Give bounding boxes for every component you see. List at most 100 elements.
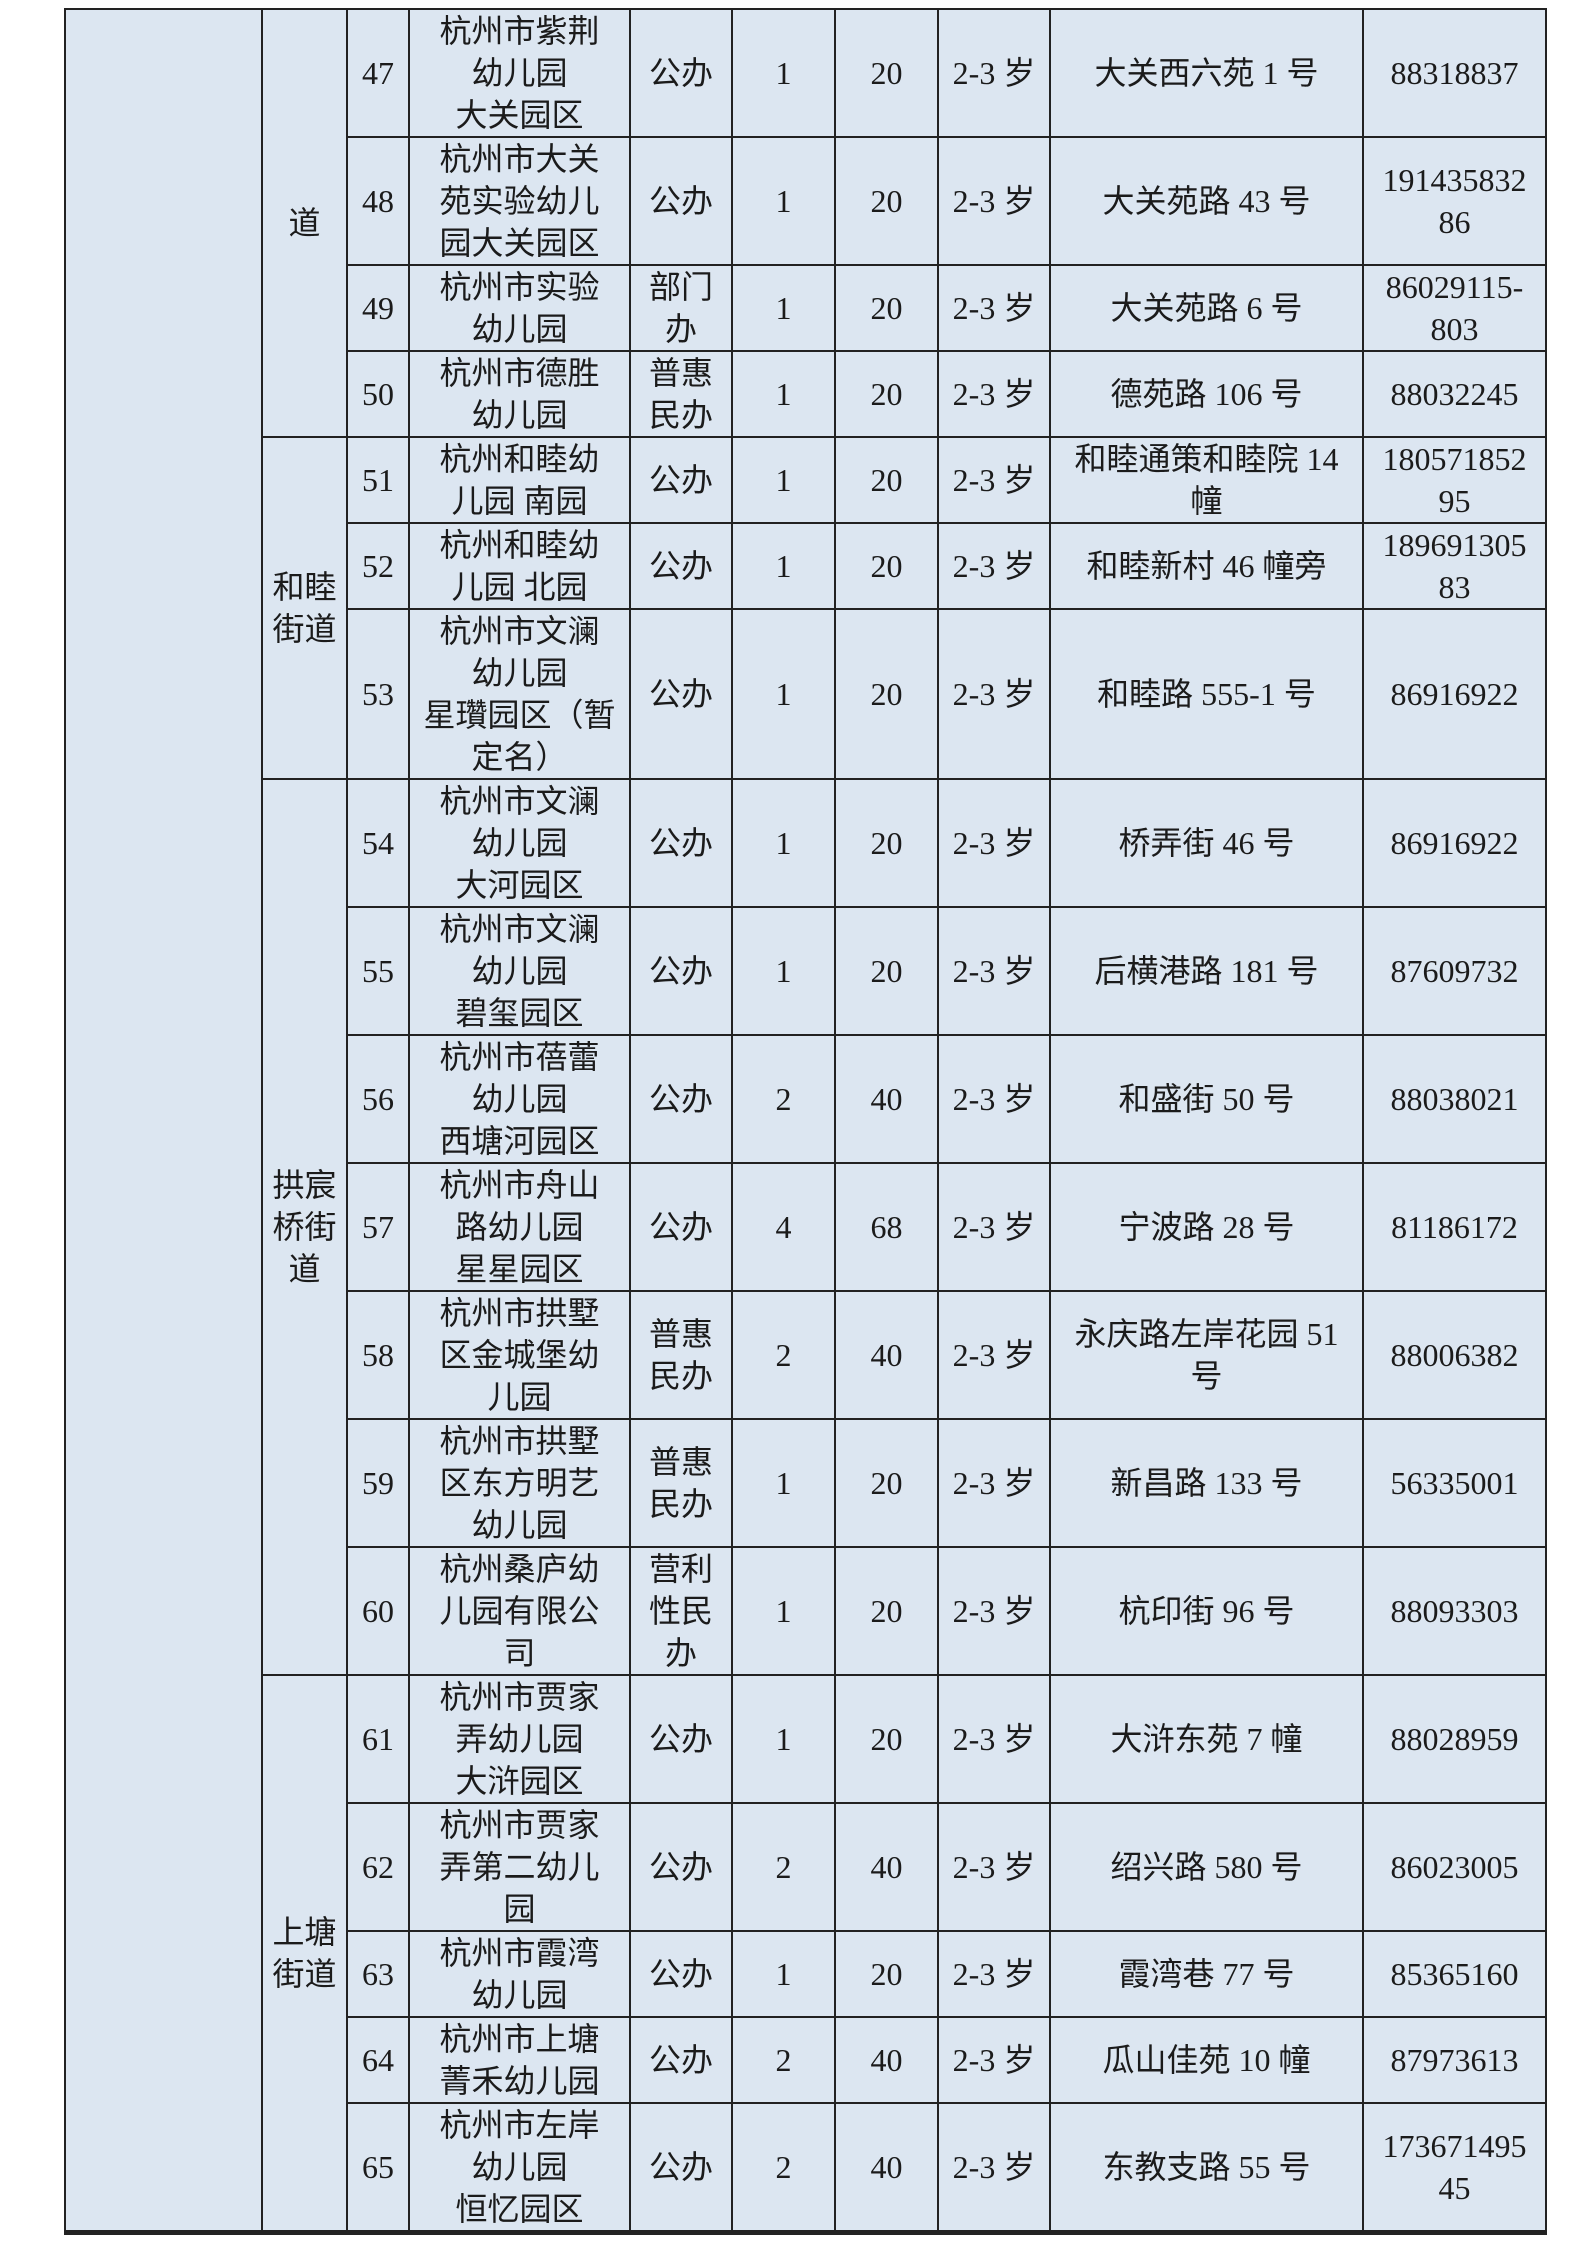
address-cell: 桥弄街 46 号: [1049, 778, 1364, 908]
ownership-type-cell: 公办: [629, 436, 733, 524]
class-count-cell: 1: [731, 8, 836, 138]
table-row: 52 杭州和睦幼 儿园 北园 公办 1 20 2-3 岁和睦新村 46 幢旁 1896913…: [65, 522, 1547, 610]
phone-cell: 86916922: [1362, 608, 1547, 780]
class-count-cell: 1: [731, 264, 836, 352]
table-row: 50 杭州市德胜 幼儿园 普惠 民办 1 20 2-3 岁德苑路 106 号 8803224…: [65, 350, 1547, 438]
ownership-type-cell: 部门 办: [629, 264, 733, 352]
table-row: 63 杭州市霞湾 幼儿园 公办 1 20 2-3 岁霞湾巷 77 号 85365160: [65, 1930, 1547, 2018]
row-number-cell: 48: [346, 136, 410, 266]
row-number-cell: 49: [346, 264, 410, 352]
phone-cell: 191435832 86: [1362, 136, 1547, 266]
ownership-type-cell: 公办: [629, 1930, 733, 2018]
class-count-cell: 1: [731, 522, 836, 610]
kindergarten-name-cell: 杭州市大关 苑实验幼儿 园大关园区: [408, 136, 631, 266]
address-cell: 后横港路 181 号: [1049, 906, 1364, 1036]
address-cell: 宁波路 28 号: [1049, 1162, 1364, 1292]
kindergarten-name-cell: 杭州市文澜 幼儿园 碧玺园区: [408, 906, 631, 1036]
ownership-type-cell: 公办: [629, 2102, 733, 2234]
address-cell: 大关苑路 6 号: [1049, 264, 1364, 352]
address-cell: 大浒东苑 7 幢: [1049, 1674, 1364, 1804]
row-number-cell: 64: [346, 2016, 410, 2104]
class-count-cell: 1: [731, 1674, 836, 1804]
age-range-cell: 2-3 岁: [937, 906, 1051, 1036]
capacity-cell: 20: [834, 350, 939, 438]
roster-table-body: 道 47 杭州市紫荆 幼儿园 大关园区 公办 1 20 2-3 岁大关西六苑 1 号 8831…: [64, 8, 1547, 2234]
address-cell: 和睦新村 46 幢旁: [1049, 522, 1364, 610]
row-number-cell: 47: [346, 8, 410, 138]
kindergarten-name-cell: 杭州市上塘 菁禾幼儿园: [408, 2016, 631, 2104]
capacity-cell: 40: [834, 2016, 939, 2104]
kindergarten-name-cell: 杭州市实验 幼儿园: [408, 264, 631, 352]
phone-cell: 88093303: [1362, 1546, 1547, 1676]
class-count-cell: 2: [731, 2102, 836, 2234]
age-range-cell: 2-3 岁: [937, 1802, 1051, 1932]
kindergarten-roster-table: 道 47 杭州市紫荆 幼儿园 大关园区 公办 1 20 2-3 岁大关西六苑 1 号 8831…: [64, 8, 1547, 2235]
age-range-cell: 2-3 岁: [937, 264, 1051, 352]
class-count-cell: 1: [731, 608, 836, 780]
kindergarten-name-cell: 杭州和睦幼 儿园 南园: [408, 436, 631, 524]
capacity-cell: 20: [834, 1674, 939, 1804]
capacity-cell: 20: [834, 8, 939, 138]
capacity-cell: 40: [834, 2102, 939, 2234]
row-number-cell: 59: [346, 1418, 410, 1548]
age-range-cell: 2-3 岁: [937, 2016, 1051, 2104]
class-count-cell: 1: [731, 436, 836, 524]
age-range-cell: 2-3 岁: [937, 436, 1051, 524]
table-row: 53 杭州市文澜 幼儿园 星瓚园区（暂 定名） 公办 1 20 2-3 岁和睦路 555-…: [65, 608, 1547, 780]
address-cell: 杭印街 96 号: [1049, 1546, 1364, 1676]
capacity-cell: 20: [834, 264, 939, 352]
kindergarten-name-cell: 杭州市贾家 弄幼儿园 大浒园区: [408, 1674, 631, 1804]
ownership-type-cell: 公办: [629, 8, 733, 138]
age-range-cell: 2-3 岁: [937, 8, 1051, 138]
class-count-cell: 1: [731, 1930, 836, 2018]
phone-cell: 85365160: [1362, 1930, 1547, 2018]
phone-cell: 86916922: [1362, 778, 1547, 908]
row-number-cell: 61: [346, 1674, 410, 1804]
table-row: 58 杭州市拱墅 区金城堡幼 儿园 普惠 民办 2 40 2-3 岁永庆路左岸花园 51 …: [65, 1290, 1547, 1420]
kindergarten-name-cell: 杭州市文澜 幼儿园 大河园区: [408, 778, 631, 908]
table-row: 49 杭州市实验 幼儿园 部门 办 1 20 2-3 岁大关苑路 6 号 86029115-…: [65, 264, 1547, 352]
row-number-cell: 60: [346, 1546, 410, 1676]
row-number-cell: 55: [346, 906, 410, 1036]
ownership-type-cell: 公办: [629, 2016, 733, 2104]
age-range-cell: 2-3 岁: [937, 136, 1051, 266]
row-number-cell: 65: [346, 2102, 410, 2234]
kindergarten-name-cell: 杭州市贾家 弄第二幼儿 园: [408, 1802, 631, 1932]
capacity-cell: 20: [834, 136, 939, 266]
age-range-cell: 2-3 岁: [937, 1418, 1051, 1548]
age-range-cell: 2-3 岁: [937, 1290, 1051, 1420]
row-number-cell: 54: [346, 778, 410, 908]
capacity-cell: 40: [834, 1290, 939, 1420]
capacity-cell: 40: [834, 1802, 939, 1932]
phone-cell: 56335001: [1362, 1418, 1547, 1548]
row-number-cell: 53: [346, 608, 410, 780]
table-row: 道 47 杭州市紫荆 幼儿园 大关园区 公办 1 20 2-3 岁大关西六苑 1 号 8831…: [64, 8, 1547, 2234]
kindergarten-name-cell: 杭州市德胜 幼儿园: [408, 350, 631, 438]
row-number-cell: 62: [346, 1802, 410, 1932]
capacity-cell: 20: [834, 1930, 939, 2018]
address-cell: 大关西六苑 1 号: [1049, 8, 1364, 138]
address-cell: 新昌路 133 号: [1049, 1418, 1364, 1548]
table-row: 64 杭州市上塘 菁禾幼儿园 公办 2 40 2-3 岁瓜山佳苑 10 幢 87973613: [65, 2016, 1547, 2104]
class-count-cell: 2: [731, 1290, 836, 1420]
ownership-type-cell: 普惠 民办: [629, 350, 733, 438]
class-count-cell: 1: [731, 1546, 836, 1676]
kindergarten-name-cell: 杭州市蓓蕾 幼儿园 西塘河园区: [408, 1034, 631, 1164]
class-count-cell: 1: [731, 778, 836, 908]
address-cell: 瓜山佳苑 10 幢: [1049, 2016, 1364, 2104]
kindergarten-name-cell: 杭州市拱墅 区金城堡幼 儿园: [408, 1290, 631, 1420]
age-range-cell: 2-3 岁: [937, 1546, 1051, 1676]
ownership-type-cell: 普惠 民办: [629, 1290, 733, 1420]
kindergarten-name-cell: 杭州和睦幼 儿园 北园: [408, 522, 631, 610]
phone-cell: 88038021: [1362, 1034, 1547, 1164]
row-number-cell: 57: [346, 1162, 410, 1292]
phone-cell: 87973613: [1362, 2016, 1547, 2104]
class-count-cell: 2: [731, 1034, 836, 1164]
ownership-type-cell: 公办: [629, 906, 733, 1036]
phone-cell: 87609732: [1362, 906, 1547, 1036]
table-row: 57 杭州市舟山 路幼儿园 星星园区 公办 4 68 2-3 岁宁波路 28 号 81186…: [65, 1162, 1547, 1292]
ownership-type-cell: 公办: [629, 778, 733, 908]
